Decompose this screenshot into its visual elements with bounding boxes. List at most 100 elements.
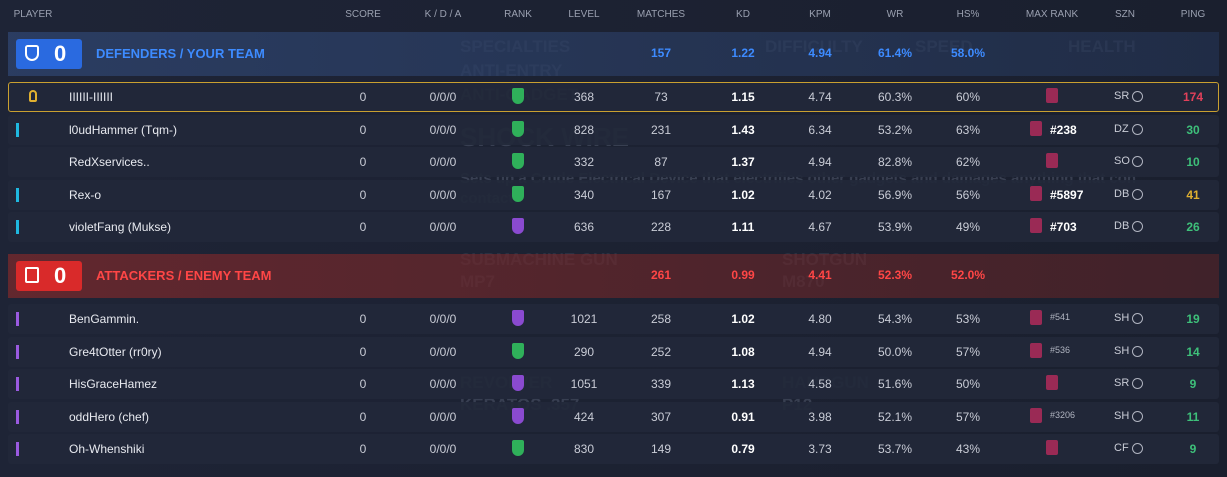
max-rank: #238 [1050, 122, 1077, 137]
player-row [8, 434, 1219, 464]
team-header [8, 32, 1219, 76]
player-name: Oh-Whenshiki [69, 442, 145, 456]
row-accent [16, 312, 19, 326]
column-header: PLAYER [13, 9, 53, 20]
rank-icon [512, 440, 524, 456]
season: SO [1114, 155, 1130, 167]
max-rank-icon [1030, 310, 1042, 325]
column-header: RANK [504, 9, 532, 20]
player-level: 1051 [570, 377, 598, 391]
rank-icon [512, 218, 524, 234]
player-level: 340 [573, 187, 595, 202]
row-accent [16, 122, 19, 137]
player-name: HisGraceHamez [69, 377, 158, 391]
team-kpm: 4.94 [808, 46, 832, 60]
rank-icon [512, 342, 524, 359]
player-level: 424 [573, 409, 595, 424]
player-wr: 82.8% [877, 155, 913, 169]
self-icon [29, 90, 37, 102]
player-score: 0 [359, 220, 367, 234]
row-accent [16, 377, 19, 391]
player-row [8, 114, 1219, 145]
player-kd: 1.13 [731, 377, 755, 391]
row-accent [16, 442, 19, 456]
player-level: 828 [573, 122, 595, 137]
team-matches: 261 [650, 268, 672, 282]
season-icon [1132, 443, 1143, 454]
player-name: RedXservices.. [69, 155, 150, 169]
team-score: 0 [54, 41, 67, 66]
row-accent [16, 220, 19, 234]
player-kpm: 4.94 [808, 155, 832, 169]
player-score: 0 [359, 312, 367, 326]
player-matches: 258 [650, 312, 672, 326]
player-kd: 0.79 [731, 442, 755, 456]
player-level: 290 [573, 344, 595, 359]
player-kda: 0/0/0 [429, 377, 457, 391]
column-header: KPM [809, 9, 831, 20]
player-kda: 0/0/0 [429, 187, 457, 202]
player-wr: 60.3% [877, 90, 913, 104]
player-name: BenGammin. [69, 312, 140, 326]
season: SH [1114, 312, 1130, 324]
season-icon [1132, 313, 1143, 324]
team-wr: 61.4% [877, 46, 913, 60]
player-hs: 57% [955, 409, 981, 424]
team-name: DEFENDERS / YOUR TEAM [96, 46, 265, 61]
player-row [8, 82, 1219, 112]
season-icon [1132, 378, 1143, 389]
player-wr: 52.1% [877, 409, 913, 424]
team-icon [25, 267, 39, 283]
max-rank-icon [1030, 342, 1042, 358]
ping: 9 [1189, 377, 1197, 391]
column-header: K / D / A [424, 9, 462, 20]
player-kd: 1.02 [731, 312, 755, 326]
season: SR [1114, 90, 1130, 102]
player-kda: 0/0/0 [429, 220, 457, 234]
team-kpm: 4.41 [808, 268, 832, 282]
player-score: 0 [359, 377, 367, 391]
player-hs: 63% [955, 122, 981, 137]
rank-icon [512, 185, 524, 202]
season-icon [1132, 221, 1143, 232]
team-hs: 58.0% [950, 46, 986, 60]
team-name: ATTACKERS / ENEMY TEAM [96, 268, 272, 283]
season-icon [1132, 156, 1143, 167]
player-score: 0 [359, 344, 367, 359]
column-header: WR [886, 9, 904, 20]
player-wr: 54.3% [877, 312, 913, 326]
player-kda: 0/0/0 [429, 122, 457, 137]
player-name: violetFang (Mukse) [69, 220, 172, 234]
player-level: 368 [573, 90, 595, 104]
rank-icon [512, 153, 524, 169]
max-rank-icon [1030, 120, 1042, 136]
column-header: SCORE [345, 9, 381, 20]
player-name: Rex-o [69, 187, 102, 202]
player-kpm: 4.67 [808, 220, 832, 234]
player-score: 0 [359, 155, 367, 169]
player-level: 1021 [570, 312, 598, 326]
player-kd: 1.08 [731, 344, 755, 359]
player-kpm: 4.58 [808, 377, 832, 391]
player-row [8, 336, 1219, 367]
max-rank-icon [1046, 153, 1058, 168]
player-score: 0 [359, 409, 367, 424]
team-header [8, 254, 1219, 298]
player-row [8, 369, 1219, 399]
player-kpm: 3.73 [808, 442, 832, 456]
player-name: Gre4tOtter (rr0ry) [69, 344, 162, 359]
season-icon [1132, 410, 1143, 422]
player-kpm: 4.02 [808, 187, 832, 202]
ping: 30 [1186, 122, 1200, 137]
player-kpm: 4.94 [808, 344, 832, 359]
ping: 10 [1186, 155, 1200, 169]
player-matches: 228 [650, 220, 672, 234]
player-kda: 0/0/0 [429, 442, 457, 456]
team-score: 0 [54, 263, 67, 288]
player-score: 0 [359, 90, 367, 104]
player-wr: 53.9% [877, 220, 913, 234]
player-matches: 252 [650, 344, 672, 359]
player-matches: 149 [650, 442, 672, 456]
season-icon [1132, 188, 1143, 200]
